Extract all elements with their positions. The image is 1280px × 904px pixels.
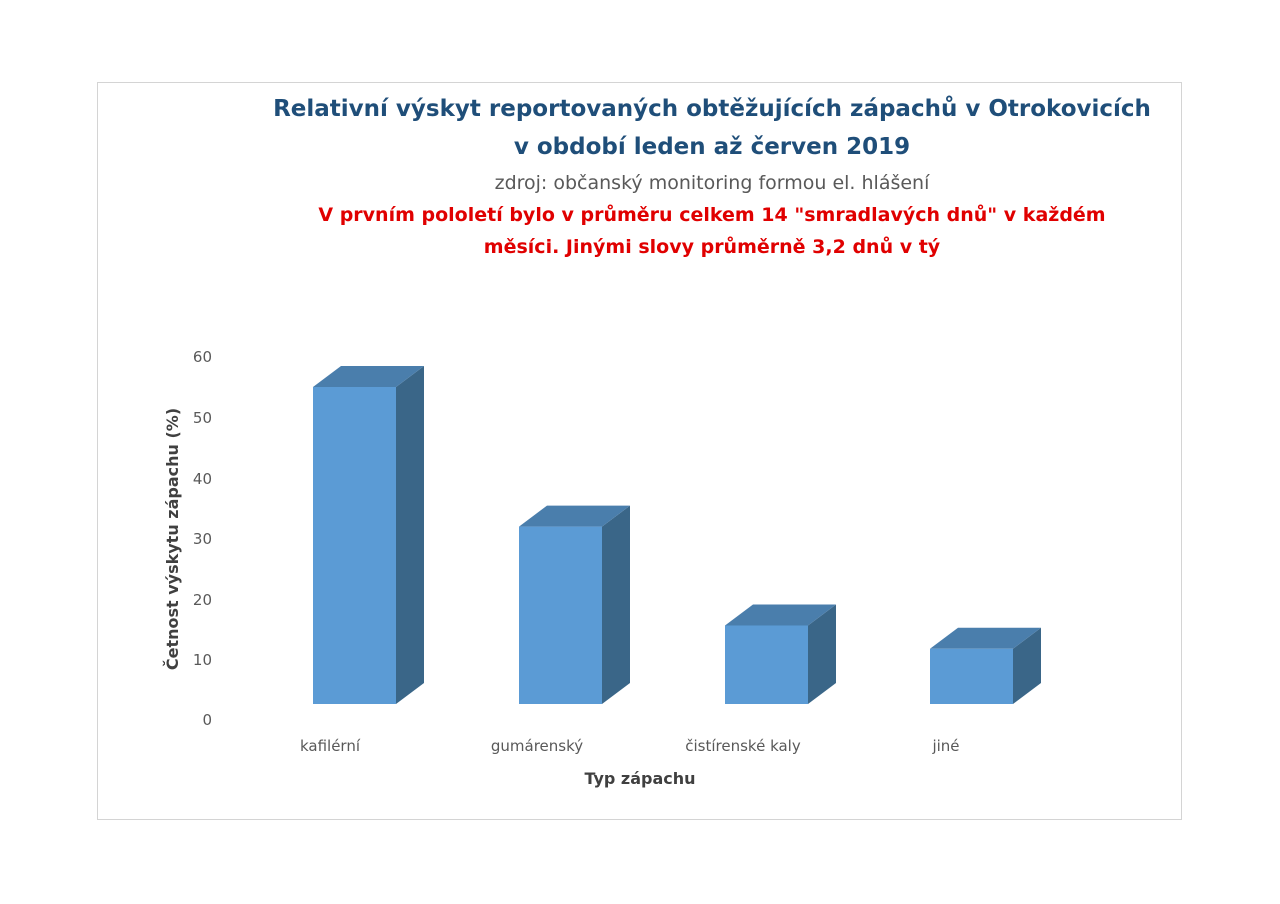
bar-front-0 [313, 387, 396, 704]
x-axis-title: Typ zápachu [584, 769, 695, 788]
bar-side-2 [808, 604, 836, 704]
bar-top-2 [725, 604, 836, 626]
bar-top-0 [313, 366, 424, 387]
bar-2 [725, 604, 836, 704]
chart-note-line-1: V prvním pololetí bylo v průměru celkem … [318, 204, 1106, 226]
bar-side-0 [396, 366, 424, 704]
y-tick-label: 40 [193, 470, 212, 488]
chart-title-line-2: v období leden až červen 2019 [513, 134, 911, 160]
bar-3 [930, 627, 1041, 704]
x-axis-ticks: kafilérní gumárenský čistírenské kaly jiné [300, 737, 960, 755]
y-tick-label: 60 [193, 348, 212, 366]
y-tick-label: 20 [193, 591, 212, 609]
chart-subtitle: zdroj: občanský monitoring formou el. hl… [494, 172, 930, 194]
chart-note-line-2: měsíci. Jinými slovy průměrně 3,2 dnů v … [483, 236, 941, 258]
y-axis-ticks: 0 10 20 30 40 50 60 [193, 348, 212, 729]
bar-0 [313, 366, 424, 704]
y-tick-label: 50 [193, 409, 212, 427]
y-tick-label: 10 [193, 651, 212, 669]
bar-side-1 [602, 505, 630, 704]
x-tick-label: kafilérní [300, 737, 361, 755]
x-tick-label: gumárenský [491, 737, 583, 755]
bars [313, 366, 1041, 704]
y-axis-title: Četnost výskytu zápachu (%) [163, 408, 182, 670]
bar-front-2 [725, 625, 808, 704]
y-tick-label: 0 [202, 711, 212, 729]
y-tick-label: 30 [193, 530, 212, 548]
bar-side-3 [1013, 627, 1041, 704]
bar-front-3 [930, 648, 1013, 704]
x-tick-label: jiné [931, 737, 959, 755]
bar-1 [519, 505, 630, 704]
bar-top-1 [519, 505, 630, 527]
bar-top-3 [930, 627, 1041, 649]
x-tick-label: čistírenské kaly [685, 737, 801, 755]
chart-title-line-1: Relativní výskyt reportovaných obtěžujíc… [273, 96, 1151, 122]
bar-front-1 [519, 526, 602, 704]
